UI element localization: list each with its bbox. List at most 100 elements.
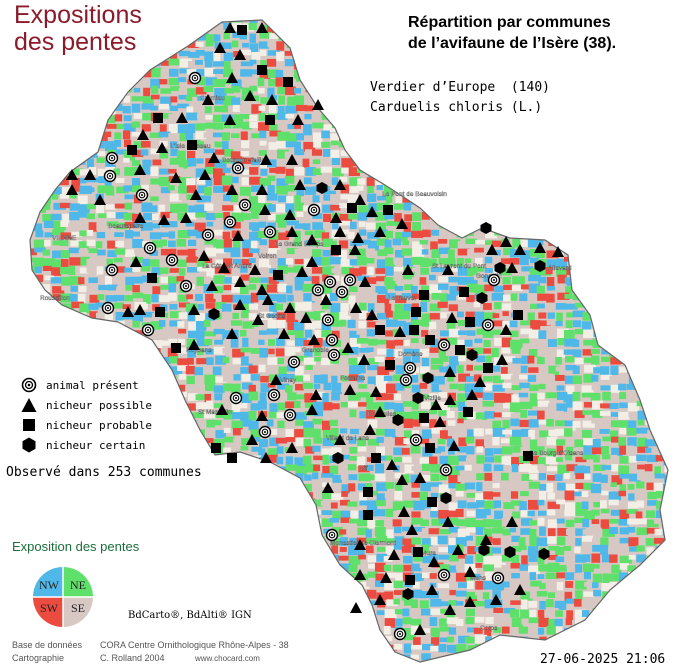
marker-possible	[216, 404, 228, 415]
marker-present	[101, 301, 115, 315]
marker-possible	[349, 244, 361, 255]
marker-possible	[208, 152, 220, 163]
marker-possible	[84, 169, 96, 180]
marker-possible	[224, 22, 236, 33]
marker-possible	[158, 214, 170, 225]
marker-probable	[513, 310, 523, 320]
compass-label-nw: NW	[39, 578, 60, 592]
marker-possible	[426, 584, 438, 595]
marker-present	[403, 361, 417, 375]
marker-possible	[446, 312, 458, 323]
marker-possible	[249, 264, 261, 275]
marker-possible	[94, 194, 106, 205]
marker-possible	[398, 506, 410, 517]
marker-probable	[153, 113, 163, 123]
marker-possible	[176, 112, 188, 123]
marker-possible	[330, 212, 342, 223]
marker-probable	[385, 360, 395, 370]
marker-present	[258, 425, 272, 439]
marker-probable	[371, 453, 381, 463]
marker-present	[325, 528, 339, 542]
marker-possible	[134, 212, 146, 223]
compass-label-ne: NE	[70, 578, 86, 592]
marker-possible	[170, 172, 182, 183]
marker-certain	[332, 452, 344, 464]
marker-probable	[411, 307, 421, 317]
marker-possible	[374, 226, 386, 237]
marker-probable	[211, 443, 221, 453]
compass-quadrant-sw	[33, 597, 63, 627]
marker-present	[223, 215, 237, 229]
compass-label-sw: SW	[40, 601, 59, 615]
marker-possible	[464, 566, 476, 577]
map-title: Expositions des pentes	[14, 2, 142, 56]
marker-present	[238, 198, 252, 212]
marker-possible	[190, 189, 202, 200]
marker-probable	[409, 325, 419, 335]
marker-possible	[206, 280, 218, 291]
exposition-title: Exposition des pentes	[12, 539, 140, 554]
marker-possible	[202, 94, 214, 105]
marker-possible	[122, 306, 134, 317]
marker-possible	[444, 394, 456, 405]
legend-item-probable: nicheur probable	[20, 415, 152, 435]
town-label: Vizille	[424, 395, 441, 402]
marker-possible	[218, 262, 230, 273]
marker-certain	[476, 292, 488, 304]
marker-possible	[364, 424, 376, 435]
marker-present	[325, 333, 339, 347]
town-label: La Côte St André	[202, 263, 252, 270]
marker-probable	[419, 413, 429, 423]
marker-possible	[188, 339, 200, 350]
marker-probable	[413, 547, 423, 557]
subtitle-line-1: Répartition par communes	[408, 14, 611, 31]
marker-possible	[434, 416, 446, 427]
marker-possible	[514, 584, 526, 595]
marker-possible	[358, 354, 370, 365]
town-label: La Mure	[412, 550, 436, 557]
website-link[interactable]: www.chocard.com	[195, 654, 260, 663]
marker-possible	[310, 389, 322, 400]
town-label: Monestier de Clermont	[330, 540, 396, 547]
marker-probable	[523, 451, 533, 461]
marker-possible	[234, 299, 246, 310]
marker-possible	[486, 244, 498, 255]
marker-possible	[284, 209, 296, 220]
town-label: Domène	[398, 351, 423, 358]
marker-possible	[312, 99, 324, 110]
marker-possible	[396, 218, 408, 229]
town-label: Allevard	[548, 265, 572, 272]
town-label: Beaurepaire	[108, 223, 144, 230]
marker-possible	[480, 534, 492, 545]
marker-possible	[396, 474, 408, 485]
marker-possible	[244, 90, 256, 101]
marker-possible	[308, 334, 320, 345]
town-label: Le Pont de Beauvoisin	[382, 191, 447, 198]
town-label: Grenoble	[302, 347, 329, 354]
marker-present	[437, 568, 451, 582]
marker-possible	[452, 544, 464, 555]
marker-possible	[354, 569, 366, 580]
marker-possible	[380, 572, 392, 583]
marker-possible	[252, 314, 264, 325]
title-line-1: Expositions	[14, 1, 142, 29]
marker-present	[437, 338, 451, 352]
marker-possible	[306, 404, 318, 415]
marker-present	[103, 169, 117, 183]
marker-probable	[425, 335, 435, 345]
cartography-value: C. Rolland 2004	[100, 653, 165, 663]
town-label: Corps	[480, 625, 498, 632]
database-label: Base de données	[12, 640, 83, 650]
marker-probable	[463, 407, 473, 417]
marker-probable	[227, 453, 237, 463]
marker-possible	[320, 294, 332, 305]
town-label: Vinay	[280, 377, 297, 384]
marker-probable	[273, 270, 283, 280]
compass-quadrant-nw	[33, 567, 63, 597]
marker-certain	[440, 492, 452, 504]
marker-possible	[256, 410, 268, 421]
marker-certain	[402, 588, 414, 600]
marker-possible	[342, 342, 354, 353]
marker-present	[481, 318, 495, 332]
